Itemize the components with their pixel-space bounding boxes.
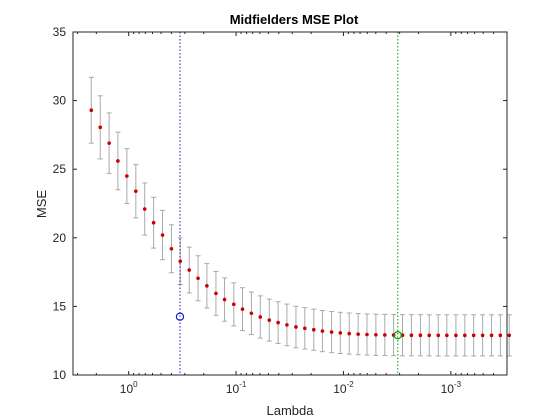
data-point — [285, 323, 289, 327]
data-point — [409, 333, 414, 338]
y-tick-label: 25 — [53, 162, 67, 176]
data-point — [276, 320, 280, 325]
data-point — [89, 108, 94, 113]
y-tick-label: 20 — [53, 231, 67, 245]
data-point — [383, 333, 387, 337]
data-point — [214, 291, 218, 296]
x-tick-label: 10-3 — [441, 380, 462, 396]
x-axis-ticks: 100 10-1 10-2 10-3 — [76, 32, 508, 396]
y-axis-label: MSE — [34, 190, 49, 219]
y-tick-label: 10 — [53, 368, 67, 382]
chart-title: Midfielders MSE Plot — [230, 12, 359, 27]
data-point — [187, 268, 192, 272]
data-point — [471, 333, 476, 338]
data-point — [178, 259, 183, 263]
x-tick-label: 100 — [120, 380, 138, 396]
data-point — [427, 333, 432, 338]
y-tick-label: 30 — [53, 94, 67, 108]
data-point — [303, 326, 307, 331]
data-point — [196, 276, 200, 281]
data-point — [365, 332, 369, 337]
data-point — [151, 220, 156, 225]
data-point — [205, 284, 209, 288]
data-point — [418, 333, 423, 338]
data-point — [338, 331, 343, 335]
data-point — [98, 125, 103, 130]
data-point — [240, 307, 245, 311]
data-point — [134, 189, 138, 193]
lambda-1se-marker — [175, 312, 185, 321]
data-point — [489, 333, 494, 338]
data-point — [267, 318, 272, 322]
x-axis-label: Lambda — [267, 403, 315, 418]
data-point — [311, 327, 316, 332]
data-point — [498, 333, 503, 338]
data-point — [142, 207, 147, 211]
data-point — [329, 330, 334, 334]
data-point — [160, 233, 165, 237]
data-point — [374, 333, 378, 337]
data-point — [294, 325, 298, 329]
data-point — [463, 333, 467, 338]
x-tick-label: 10-1 — [226, 380, 247, 396]
data-point — [249, 311, 254, 316]
data-point — [320, 329, 325, 333]
lambda-min-marker — [393, 331, 402, 340]
data-point — [169, 246, 174, 251]
data-point — [436, 333, 441, 338]
x-tick-label: 10-2 — [333, 380, 354, 396]
data-point — [116, 159, 120, 163]
data-point — [347, 331, 352, 336]
data-point — [258, 315, 263, 319]
data-point — [480, 333, 485, 338]
data-point — [356, 332, 360, 336]
data-point — [222, 297, 227, 302]
data-point — [454, 333, 458, 338]
y-tick-label: 35 — [53, 25, 67, 39]
y-tick-label: 15 — [53, 299, 67, 313]
data-point — [107, 141, 111, 145]
plot-area — [88, 32, 512, 375]
data-point — [231, 302, 236, 307]
data-point — [445, 333, 449, 338]
axes-box — [72, 31, 508, 376]
data-point — [125, 174, 129, 178]
data-point — [507, 333, 512, 338]
y-axis-ticks: 10 15 20 25 30 35 — [53, 25, 507, 382]
